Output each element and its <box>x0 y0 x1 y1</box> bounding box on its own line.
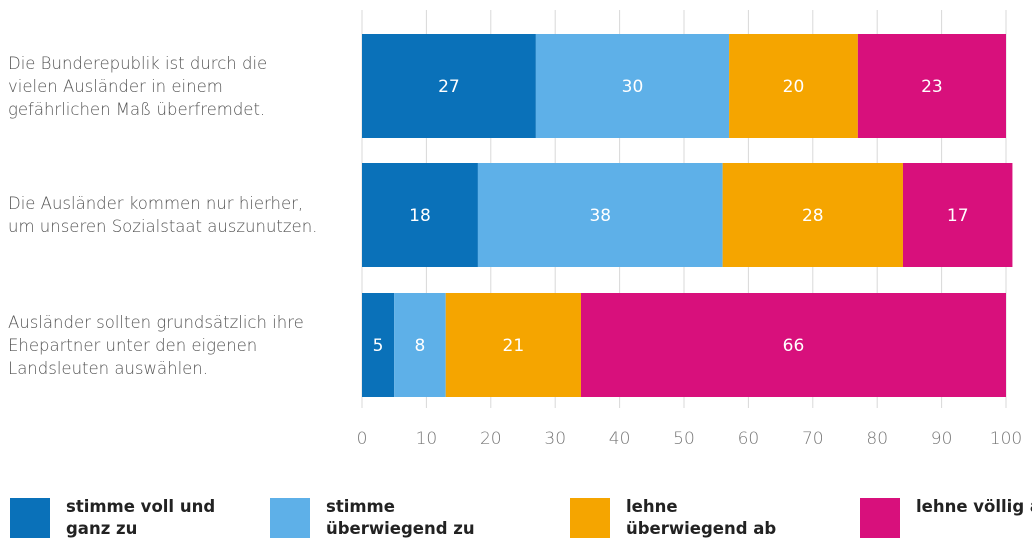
x-tick-label: 50 <box>673 429 695 449</box>
legend-label: lehne völlig ab <box>916 497 1032 516</box>
x-tick-label: 20 <box>480 429 502 449</box>
category-label: Die Ausländer kommen nur hierher, um uns… <box>8 194 318 236</box>
legend-swatch <box>860 498 900 538</box>
value-label: 23 <box>921 77 943 97</box>
value-label: 30 <box>622 77 644 97</box>
category-label: Die Bunderepublik ist durch die vielen A… <box>8 53 268 119</box>
bar-segment <box>857 34 1006 138</box>
x-tick-label: 10 <box>416 429 438 449</box>
bar-segment <box>362 163 478 267</box>
bar-segment <box>729 34 858 138</box>
x-tick-label: 30 <box>544 429 566 449</box>
legend-label: stimme überwiegend zu <box>326 497 475 538</box>
legend-label: stimme voll und ganz zu <box>66 497 216 538</box>
value-label: 8 <box>415 336 426 356</box>
legend-swatch <box>570 498 610 538</box>
x-tick-label: 40 <box>609 429 631 449</box>
value-label: 5 <box>373 336 384 356</box>
bar-segment <box>580 293 1006 397</box>
value-label: 66 <box>783 336 805 356</box>
x-tick-label: 100 <box>990 429 1022 449</box>
value-label: 27 <box>438 77 460 97</box>
legend-label: lehne überwiegend ab <box>626 497 777 538</box>
legend-swatch <box>270 498 310 538</box>
bar-segment <box>722 163 903 267</box>
value-label: 20 <box>783 77 805 97</box>
x-tick-label: 70 <box>802 429 824 449</box>
bar-segment <box>902 163 1013 267</box>
x-tick-label: 90 <box>931 429 953 449</box>
x-tick-label: 60 <box>738 429 760 449</box>
bar-segment <box>535 34 730 138</box>
bar-segment <box>445 293 581 397</box>
value-label: 38 <box>589 206 611 226</box>
value-label: 21 <box>503 336 525 356</box>
category-label: Ausländer sollten grundsätzlich ihre Ehe… <box>8 312 304 378</box>
bar-segment <box>394 293 446 397</box>
legend-swatch <box>10 498 50 538</box>
value-label: 17 <box>947 206 969 226</box>
x-tick-label: 80 <box>866 429 888 449</box>
value-label: 28 <box>802 206 824 226</box>
x-tick-label: 0 <box>357 429 368 449</box>
bar-segment <box>362 34 536 138</box>
bar-segment <box>362 293 395 397</box>
value-label: 18 <box>409 206 431 226</box>
bar-segment <box>477 163 723 267</box>
